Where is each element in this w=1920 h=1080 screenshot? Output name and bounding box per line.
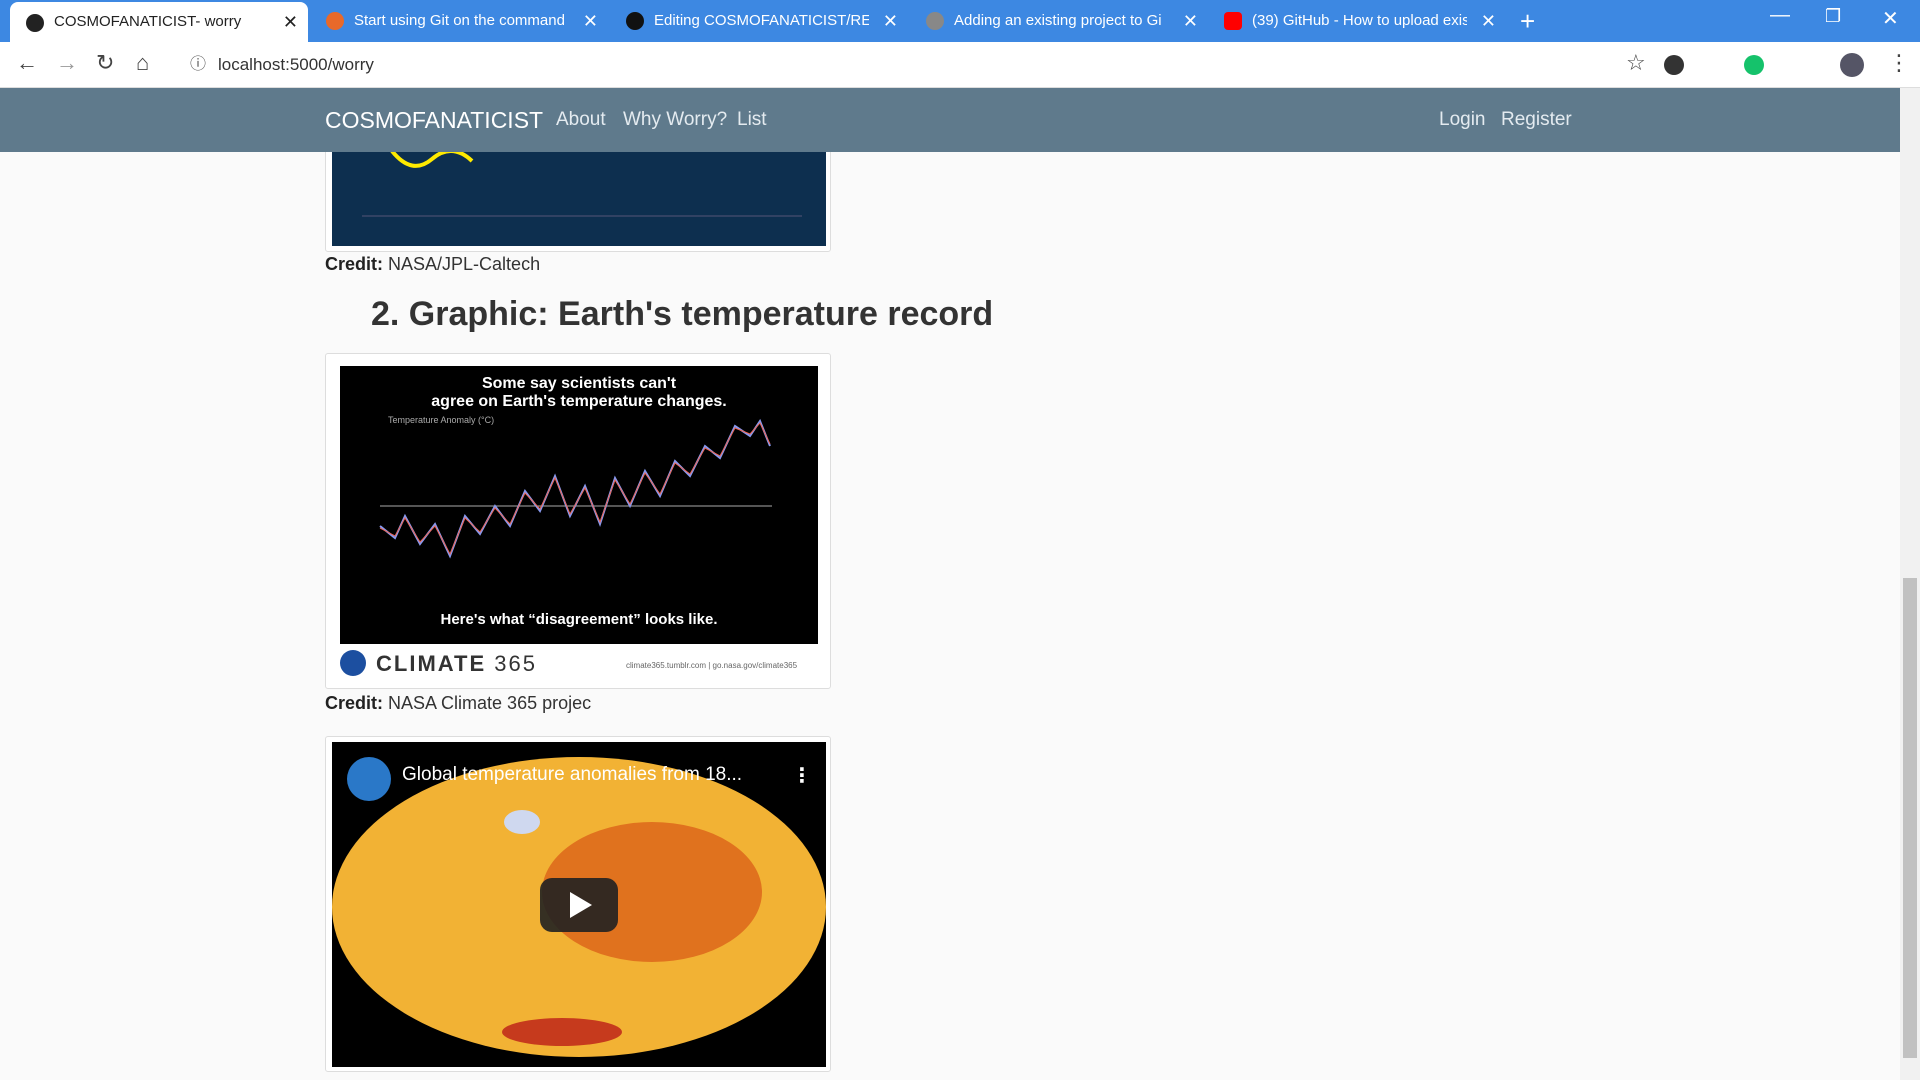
bookmark[interactable]: ☆ [1626, 50, 1646, 75]
credit-label: Credit: [325, 693, 383, 713]
tab-title: Adding an existing project to Gi [954, 12, 1162, 29]
credit-text: NASA Climate 365 projec [388, 693, 592, 713]
credit: Credit: NASA/JPL-Caltech [325, 254, 540, 275]
nav-link[interactable]: Why Worry? [623, 109, 728, 130]
nav-link[interactable]: Register [1501, 109, 1572, 130]
close[interactable]: ✕ [1480, 11, 1496, 31]
home[interactable]: ⌂ [136, 50, 150, 75]
brand-number: 365 [494, 651, 537, 676]
credit-text: NASA/JPL-Caltech [388, 254, 541, 274]
close[interactable]: ✕ [282, 12, 298, 32]
reload[interactable]: ↻ [96, 50, 115, 75]
brand: CLIMATE 365 [376, 651, 537, 677]
heading: 2. Graphic: Earth's temperature record [371, 295, 994, 333]
scrollbar-thumb[interactable] [1903, 578, 1917, 1058]
video[interactable]: Global temperature anomalies from 18... … [332, 742, 826, 1067]
credit: Credit: NASA Climate 365 projec [325, 693, 591, 714]
brand-text: CLIMATE [376, 651, 487, 676]
url-text: localhost:5000/worry [218, 55, 374, 74]
close[interactable]: ✕ [882, 11, 898, 31]
graphic-caption: Here's what “disagreement” looks like. [440, 611, 717, 628]
graphic-title: agree on Earth's temperature changes. [431, 393, 726, 410]
extension[interactable] [1664, 55, 1684, 75]
nav-link[interactable]: Login [1439, 109, 1486, 130]
close[interactable]: ✕ [1182, 11, 1198, 31]
tab-title: (39) GitHub - How to upload exis [1252, 12, 1467, 29]
source: climate365.tumblr.com | go.nasa.gov/clim… [626, 661, 798, 670]
tab[interactable]: (39) GitHub - How to upload exis ✕ [1208, 0, 1506, 42]
close-window[interactable]: ✕ [1882, 8, 1899, 30]
image-frame: Some say scientists can't agree on Earth… [325, 353, 831, 689]
tab-title: Start using Git on the command l [354, 12, 569, 29]
extension[interactable] [1744, 55, 1764, 75]
nav-link[interactable]: About [556, 109, 606, 130]
tab[interactable]: Start using Git on the command l ✕ [310, 0, 608, 42]
address-bar[interactable]: ⓘ localhost:5000/worry [180, 48, 1650, 82]
tab[interactable]: COSMOFANATICIST- worry ✕ [10, 2, 308, 42]
tab-title: Editing COSMOFANATICIST/REA [654, 12, 869, 29]
svg-text:⋮: ⋮ [792, 765, 812, 787]
profile[interactable] [1840, 53, 1864, 77]
nasa-logo [340, 650, 366, 676]
back[interactable]: ← [16, 50, 38, 75]
credit-label: Credit: [325, 254, 383, 274]
nav-link[interactable]: List [737, 109, 767, 130]
axis-label: Temperature Anomaly (°C) [388, 415, 494, 425]
tab[interactable]: Adding an existing project to Gi ✕ [910, 0, 1208, 42]
toolbar: ← → ↻ ⌂ ⓘ localhost:5000/worry ☆ ⋮ [0, 42, 1920, 88]
brand[interactable]: COSMOFANATICIST [325, 107, 544, 133]
video-title: Global temperature anomalies from 18... [402, 764, 742, 785]
tab-title: COSMOFANATICIST- worry [54, 13, 242, 30]
video-frame: Global temperature anomalies from 18... … [325, 736, 831, 1072]
minimize[interactable]: — [1770, 4, 1790, 26]
new-tab[interactable]: + [1520, 6, 1536, 36]
menu[interactable]: ⋮ [1888, 50, 1910, 75]
navbar: COSMOFANATICIST About Why Worry? List Lo… [0, 88, 1900, 152]
tab-bar: COSMOFANATICIST- worry ✕ Start using Git … [0, 0, 1920, 42]
info-icon: ⓘ [190, 56, 207, 73]
close[interactable]: ✕ [582, 11, 598, 31]
graphic: Some say scientists can't agree on Earth… [340, 366, 818, 644]
restore[interactable]: ❐ [1825, 6, 1842, 26]
graphic-title: Some say scientists can't [482, 375, 677, 392]
forward[interactable]: → [56, 50, 78, 75]
tab[interactable]: Editing COSMOFANATICIST/REA ✕ [610, 0, 908, 42]
